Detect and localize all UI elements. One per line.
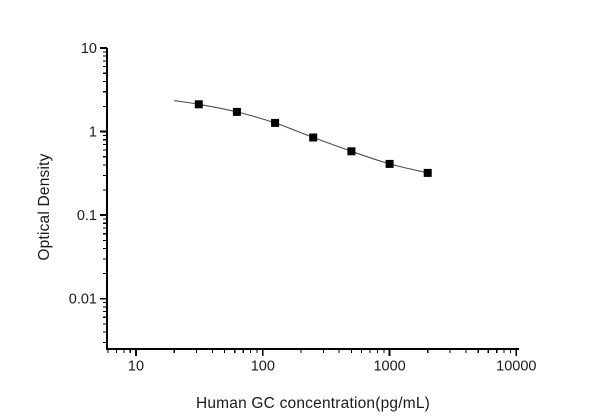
data-point-marker <box>271 118 280 127</box>
x-tick-label: 1000 <box>373 359 405 375</box>
x-tick-label: 10 <box>128 359 144 375</box>
x-axis-title: Human GC concentration(pg/mL) <box>195 395 431 412</box>
axes <box>106 48 519 350</box>
data-point-marker <box>385 159 394 168</box>
x-tick-label: 10000 <box>496 359 536 375</box>
data-point-marker <box>347 147 356 156</box>
y-tick-label: 0.1 <box>77 208 97 224</box>
data-point-marker <box>309 133 318 142</box>
tick-labels: 10 100 1000 10000 10 1 0.1 0.01 <box>69 41 537 375</box>
data-point-marker <box>232 107 241 116</box>
data-point-marker <box>194 100 203 109</box>
y-tick-label: 1 <box>89 125 97 141</box>
data-point-marker <box>423 168 432 177</box>
x-tick-label: 100 <box>251 359 275 375</box>
y-tick-label: 10 <box>81 41 97 57</box>
minor-ticks <box>103 51 512 353</box>
y-axis-title: Optical Density <box>36 153 53 261</box>
y-tick-label: 0.01 <box>69 292 97 308</box>
major-ticks <box>100 47 518 356</box>
data-point-markers <box>194 100 432 177</box>
